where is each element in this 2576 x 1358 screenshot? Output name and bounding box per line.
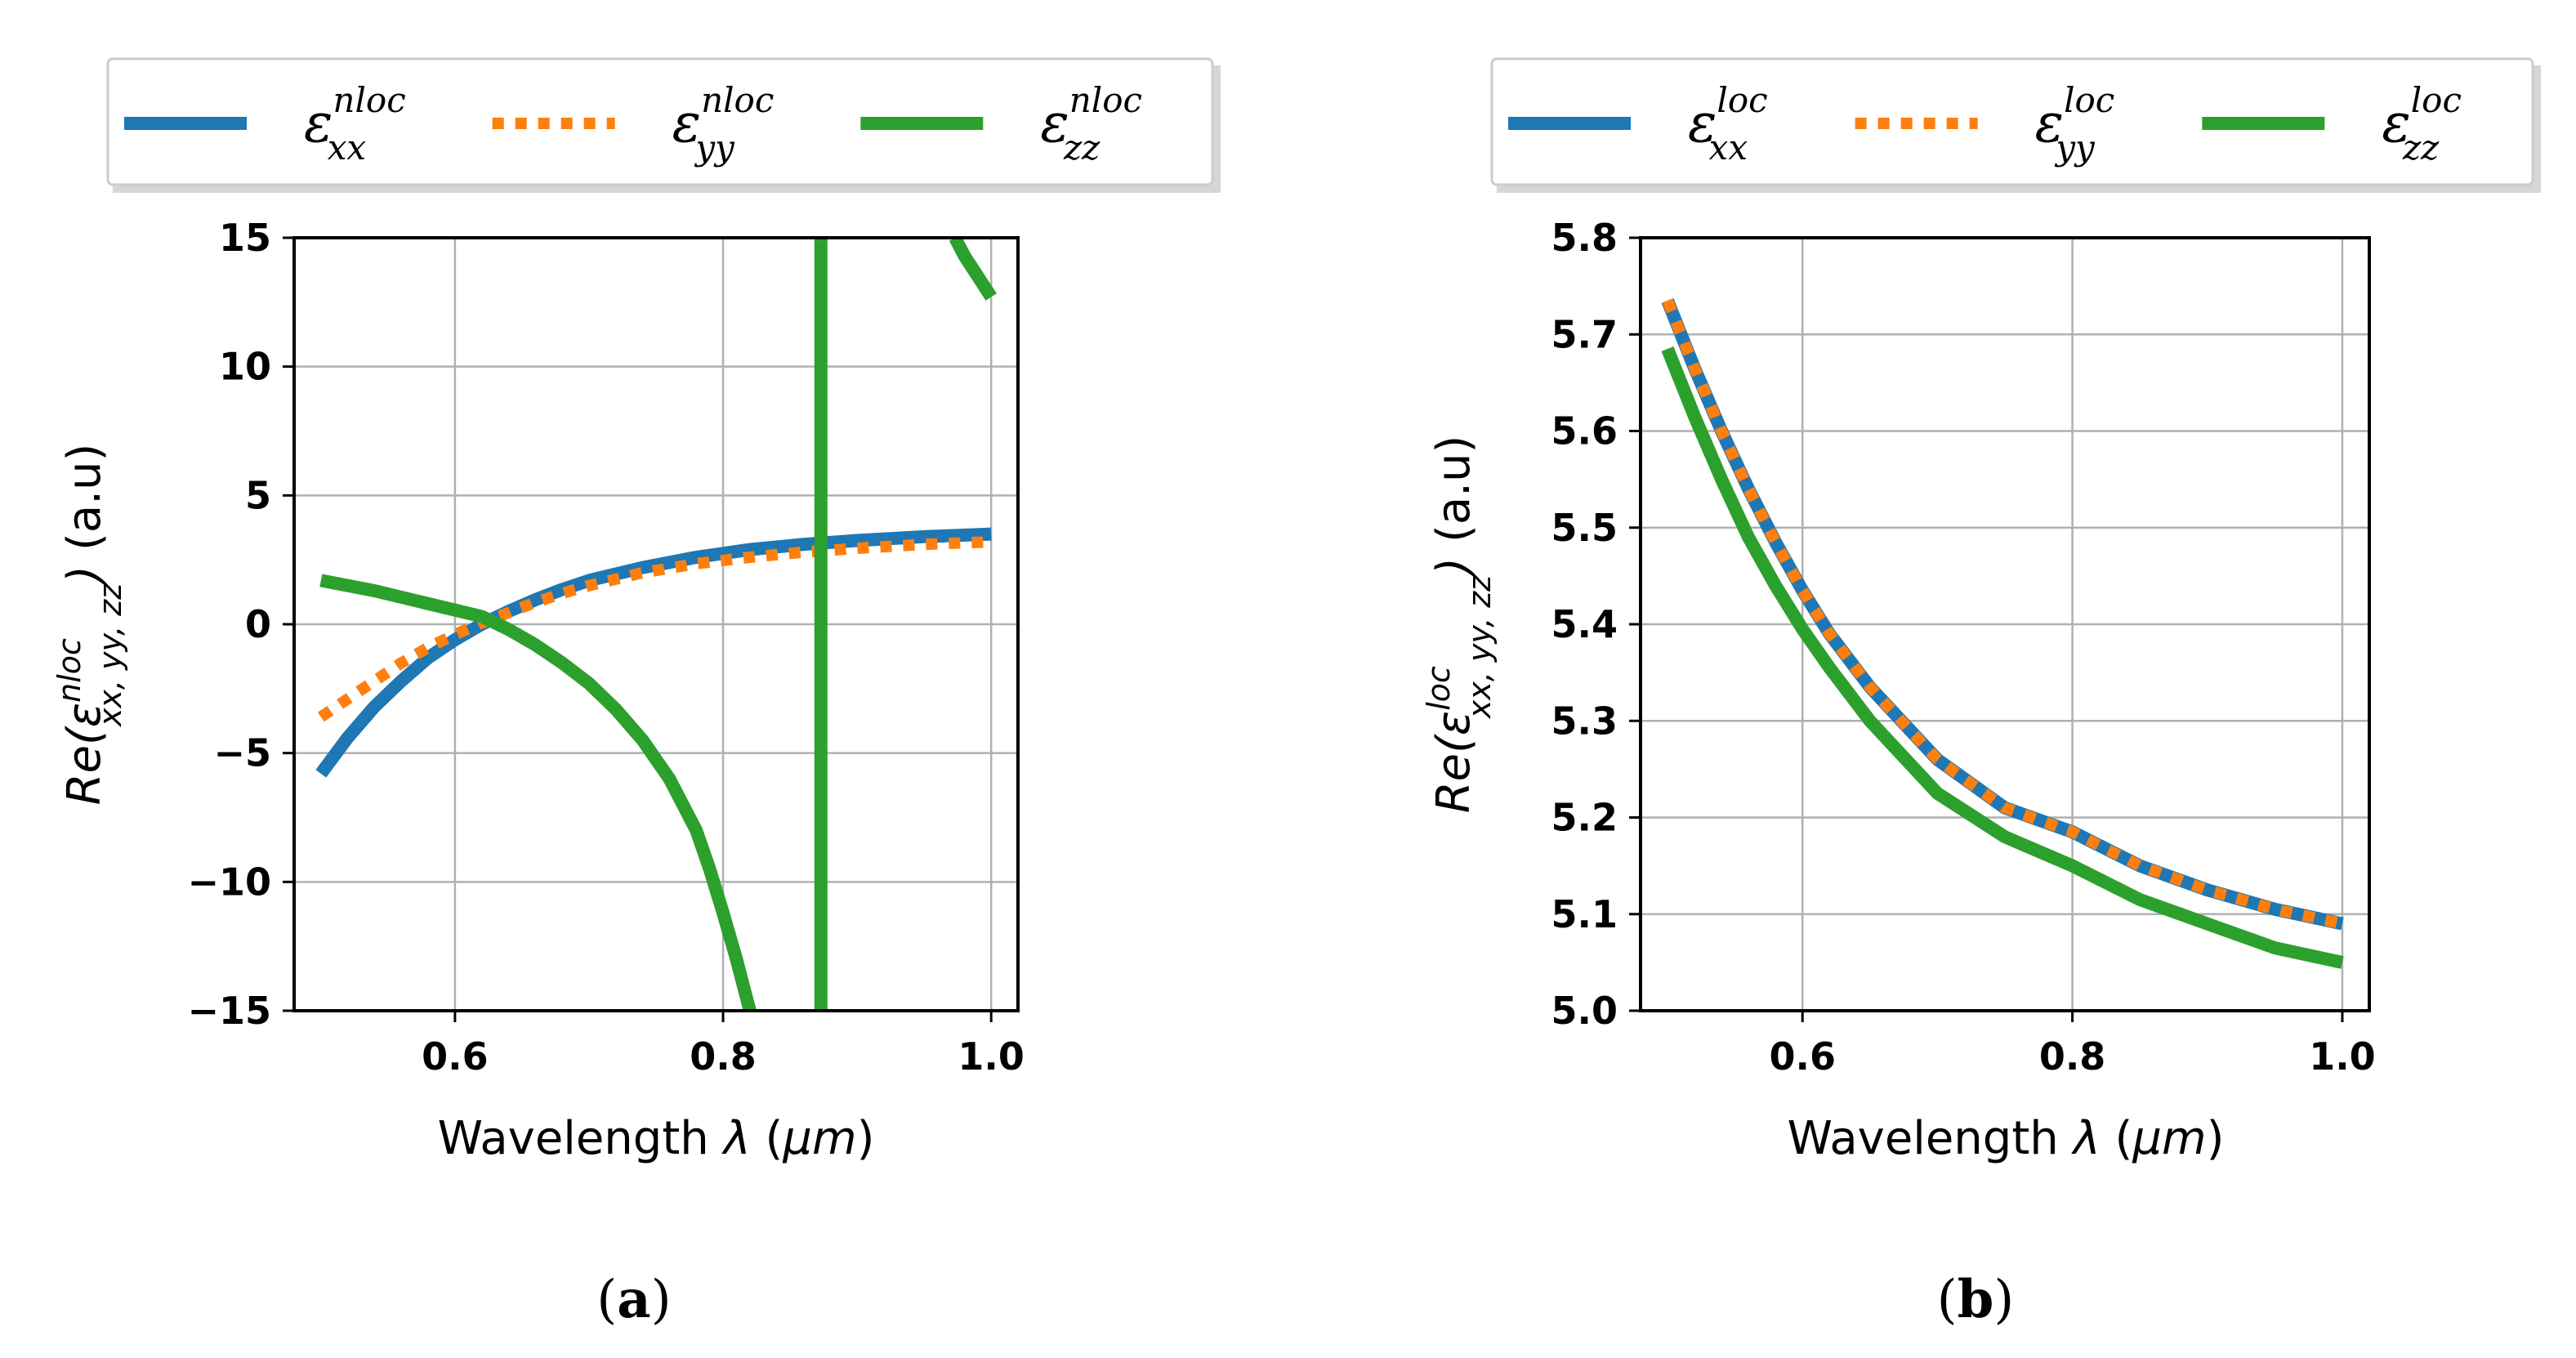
legend-label-eps_zz_nloc: εnloc zz [1040,80,1142,168]
x-tick-label: 1.0 [2309,1034,2376,1079]
y-tick-label: 5.1 [1551,892,1618,936]
legend-items-b: εloc xx εloc yy εloc zz [1508,80,2462,168]
x-tick-label: 0.6 [1769,1034,1836,1079]
y-tick-label: −5 [213,731,271,775]
y-tick-label: 0 [245,602,271,646]
panel-caption-b: (b) [1937,1269,2015,1330]
legend-label-eps_xx_nloc: εnloc xx [304,80,406,168]
legend-box-b [1490,57,2534,186]
y-tick-label: 5.5 [1551,506,1618,550]
series-b [1661,297,2344,969]
series-line-eps_zz_nloc [949,238,997,301]
y-tick-label: 10 [219,345,271,389]
grid-b [1641,236,2369,1012]
legend-label-eps_xx_loc: εloc xx [1688,80,1768,168]
ticks-b: 0.6 0.8 1.0 5.0 5.1 5.2 5.3 5.4 5.5 5.6 5.7 5.8 [1551,216,2376,1079]
y-tick-label: 15 [219,216,271,260]
y-tick-label: 5.0 [1551,989,1618,1033]
series-line-eps_yy_nloc [317,536,992,722]
panel-caption-a: (a) [596,1269,671,1330]
series-a [315,238,997,1011]
x-tick-label: 0.8 [2039,1034,2106,1079]
y-tick-label: 5.8 [1551,216,1618,260]
y-tick-label: 5.2 [1551,796,1618,840]
y-axis-label-b: Re(εloc xx, yy, zz)(a.u) [1421,436,1498,814]
series-line-eps_zz_loc [1661,346,2344,969]
series-line-eps_zz_nloc [319,574,757,1011]
grid-a [294,236,1018,1012]
y-tick-label: 5.4 [1551,602,1618,646]
x-tick-label: 0.8 [690,1034,757,1079]
x-axis-label-b: Wavelength λ (μm) [1788,1112,2225,1165]
x-tick-label: 1.0 [958,1034,1025,1079]
y-tick-label: −15 [187,989,271,1033]
legend-a: εnloc xx εnloc yy εnloc zz [106,57,1221,193]
y-tick-label: −10 [187,860,271,904]
series-line-eps_yy_loc [1662,298,2344,930]
y-tick-label: 5.6 [1551,409,1618,453]
x-axis-label-a: Wavelength λ (μm) [438,1112,875,1165]
legend-label-eps_yy_loc: εloc yy [2035,80,2115,168]
legend-b: εloc xx εloc yy εloc zz [1490,57,2541,193]
legend-items-a: εnloc xx εnloc yy εnloc zz [124,80,1142,168]
x-tick-label: 0.6 [422,1034,489,1079]
y-tick-label: 5.3 [1551,699,1618,743]
legend-label-eps_zz_loc: εloc zz [2382,80,2462,168]
panel-b: εloc xx εloc yy εloc zz 0.6 0.8 1.0 5.0 5.1 5.2 5.3… [1421,57,2541,1330]
y-tick-label: 5.7 [1551,312,1618,356]
y-axis-label-a: Re(εnloc xx, yy, zz)(a.u) [51,444,128,806]
panel-a: εnloc xx εnloc yy εnloc zz 0.6 0.8 1.0−15−10−50… [51,57,1221,1330]
legend-box-a [106,57,1214,186]
legend-label-eps_yy_nloc: εnloc yy [672,80,775,168]
ticks-a: 0.6 0.8 1.0 −15 −10 −5 0 5 10 15 [187,216,1024,1079]
y-tick-label: 5 [245,473,271,517]
